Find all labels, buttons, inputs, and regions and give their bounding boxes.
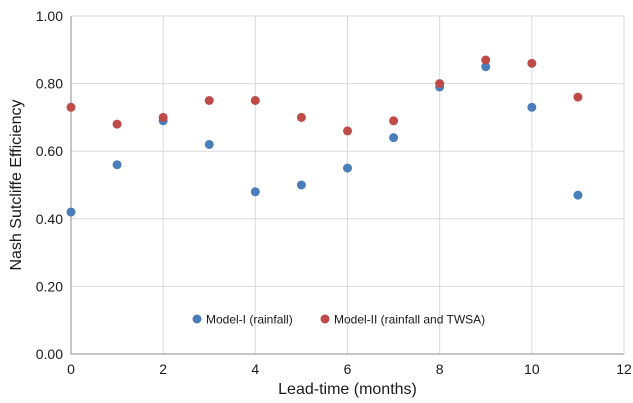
x-tick-label: 8 [436, 361, 444, 377]
y-tick-label: 0.00 [36, 346, 63, 362]
series-1-point [66, 207, 76, 217]
series-1-point [250, 187, 260, 197]
series-2-point [66, 102, 76, 112]
x-tick-label: 10 [524, 361, 540, 377]
series-1-point [204, 139, 214, 149]
series-1-point [573, 190, 583, 200]
series-1-point [389, 133, 399, 143]
y-tick-label: 0.60 [36, 143, 63, 159]
series-2-point [158, 112, 168, 122]
series-2-points [66, 55, 583, 136]
series-2-point [204, 96, 214, 105]
series-2-point [481, 55, 491, 65]
series-1-point [527, 102, 537, 112]
legend-label-series-1: Model-I (rainfall) [206, 313, 293, 327]
legend: Model-I (rainfall) Model-II (rainfall and… [192, 313, 485, 327]
x-axis-title: Lead-time (months) [278, 381, 417, 398]
y-tick-label: 0.20 [36, 278, 63, 294]
series-2-point [389, 116, 399, 126]
y-axis-title: Nash Sutcliffe Efficiency [8, 99, 25, 270]
legend-marker-series-2 [320, 314, 330, 324]
legend-label-series-2: Model-II (rainfall and TWSA) [334, 313, 485, 327]
series-1-point [296, 180, 306, 190]
series-1-point [481, 62, 491, 72]
x-tick-label: 0 [67, 361, 75, 377]
tick-labels: 0.00 0.20 0.40 0.60 0.80 1.00 0 2 4 6 8 10 12 [36, 8, 632, 377]
series-2-point [296, 112, 306, 122]
x-tick-label: 6 [344, 361, 352, 377]
x-tick-label: 12 [616, 361, 632, 377]
series-1-point [343, 163, 352, 173]
series-2-point [573, 92, 583, 102]
series-1-point [112, 160, 122, 170]
y-tick-label: 0.80 [36, 76, 63, 92]
legend-marker-series-1 [192, 314, 202, 324]
series-1-points [66, 62, 583, 217]
data-points [66, 55, 583, 217]
x-tick-label: 4 [251, 361, 259, 377]
series-2-point [343, 126, 352, 136]
series-2-point [250, 96, 260, 105]
series-2-point [435, 79, 445, 89]
y-tick-label: 0.40 [36, 211, 63, 227]
series-2-point [112, 119, 122, 129]
series-2-point [527, 58, 537, 68]
x-tick-label: 2 [159, 361, 167, 377]
axes [70, 16, 624, 355]
y-tick-label: 1.00 [36, 8, 63, 24]
grid-lines [71, 15, 625, 354]
